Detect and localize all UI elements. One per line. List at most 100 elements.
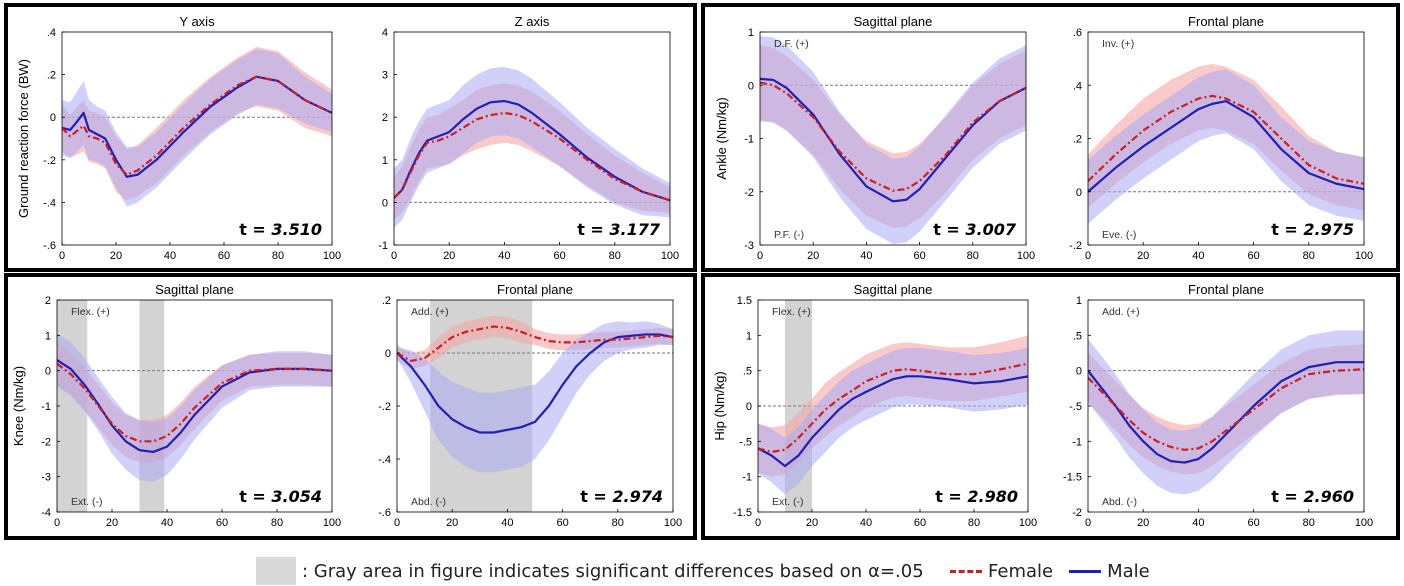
direction-annotation: Ext. (-): [71, 496, 103, 508]
male-mean-line: [397, 333, 673, 434]
panel-7: 0 20 40 60 80 100 -1.5 -1 -.5 0 .5 1 1.5 Sagittal pla…: [712, 282, 1037, 529]
t-statistic: t = 2.980: [935, 487, 1018, 506]
direction-annotation: Flex. (+): [71, 306, 110, 318]
plot-area: [57, 300, 332, 512]
x-tick-label: 40: [501, 517, 513, 529]
y-tick-label: -1: [41, 401, 51, 413]
group-frame-knee: [4, 273, 697, 540]
y-tick-label: -1: [1072, 436, 1082, 448]
t-value: 2.975: [1303, 220, 1354, 239]
male-mean-line: [1088, 361, 1364, 464]
y-tick-label: -1: [742, 472, 752, 484]
t-value: 3.177: [609, 220, 660, 239]
direction-annotation: Add. (+): [1102, 306, 1140, 318]
y-tick-label: 0: [382, 197, 388, 209]
t-label: t =: [580, 487, 612, 506]
male-sd-band: [1088, 330, 1364, 495]
y-tick-label: .6: [1073, 27, 1082, 39]
significance-swatch: [256, 557, 296, 585]
x-tick-label: 20: [443, 250, 455, 262]
t-statistic: t = 2.974: [580, 487, 663, 506]
x-tick-label: 80: [968, 517, 980, 529]
t-label: t =: [239, 487, 271, 506]
x-tick-label: 0: [394, 517, 400, 529]
male-sd-band: [760, 36, 1026, 244]
y-tick-label: .2: [1073, 134, 1082, 146]
y-tick-label: 0: [1076, 366, 1082, 378]
direction-annotation: Flex. (+): [772, 306, 811, 318]
x-tick-label: 20: [106, 517, 118, 529]
y-tick-label: -2: [744, 187, 754, 199]
y-tick-label: -.6: [378, 507, 391, 519]
y-tick-label: .4: [47, 27, 56, 39]
t-label: t =: [1271, 220, 1303, 239]
plot-area: [1088, 330, 1364, 495]
y-tick-label: -2: [1072, 507, 1082, 519]
t-label: t =: [933, 220, 965, 239]
group-frame-hip: [701, 273, 1400, 540]
y-axis-label: Knee (Nm/kg): [11, 366, 26, 446]
panel-title: Sagittal plane: [155, 282, 234, 297]
panel-1: 0 20 40 60 80 100 -.6 -.4 -.2 0 .2 .4 Y axis Ground r…: [16, 14, 341, 262]
x-tick-label: 40: [164, 250, 176, 262]
female-legend-line: [950, 569, 982, 573]
direction-annotation: Ext. (-): [772, 496, 804, 508]
y-tick-label: -1: [744, 134, 754, 146]
male-mean-line: [758, 375, 1028, 468]
x-tick-label: 40: [860, 250, 872, 262]
t-statistic: t = 3.054: [239, 487, 322, 506]
y-tick-label: 1: [746, 330, 752, 342]
female-mean-line: [1088, 368, 1364, 451]
y-tick-label: 0: [50, 112, 56, 124]
direction-annotation: Inv. (+): [1102, 38, 1134, 50]
y-axis-label: Ground reaction force (BW): [16, 59, 31, 218]
x-tick-label: 60: [553, 250, 565, 262]
plot-area: [397, 300, 673, 512]
y-tick-label: -.6: [43, 240, 56, 252]
panel-title: Z axis: [515, 14, 550, 29]
panel-title: Frontal plane: [1188, 282, 1264, 297]
plot-area: [760, 36, 1026, 244]
female-mean-line: [57, 362, 332, 443]
x-tick-label: 100: [1017, 250, 1035, 262]
panel-title: Y axis: [179, 14, 215, 29]
x-tick-label: 100: [1355, 250, 1373, 262]
x-tick-label: 60: [218, 250, 230, 262]
plot-area: [758, 300, 1028, 512]
x-tick-label: 40: [860, 517, 872, 529]
plot-area: [62, 46, 332, 207]
x-tick-label: 60: [913, 250, 925, 262]
y-tick-label: 2: [382, 112, 388, 124]
t-value: 3.054: [271, 487, 322, 506]
y-tick-label: .2: [382, 295, 391, 307]
x-tick-label: 60: [1247, 517, 1259, 529]
panel-8: 0 20 40 60 80 100 -2 -1.5 -1 -.5 0 .5 1 Frontal plane…: [1063, 282, 1373, 529]
t-value: 3.510: [271, 220, 322, 239]
axes-box: [393, 31, 671, 246]
x-tick-label: 0: [1085, 517, 1091, 529]
x-tick-label: 0: [391, 250, 397, 262]
t-statistic: t = 3.510: [239, 220, 322, 239]
x-tick-label: 20: [446, 517, 458, 529]
male-sd-band: [62, 49, 332, 207]
x-tick-label: 20: [806, 517, 818, 529]
x-tick-label: 80: [609, 250, 621, 262]
panel-5: 0 20 40 60 80 100 -4 -3 -2 -1 0 1 2 Sagittal plane Kne…: [11, 282, 341, 529]
x-tick-label: 0: [59, 250, 65, 262]
male-sd-band: [397, 321, 673, 473]
y-tick-label: -2: [41, 436, 51, 448]
male-mean-line: [57, 359, 332, 454]
y-tick-label: -4: [41, 507, 51, 519]
t-label: t =: [577, 220, 609, 239]
plot-area: [394, 66, 670, 228]
t-statistic: t = 3.007: [933, 220, 1017, 239]
x-tick-label: 0: [1085, 250, 1091, 262]
t-value: 2.960: [1303, 487, 1354, 506]
x-tick-label: 100: [323, 250, 341, 262]
x-tick-label: 0: [54, 517, 60, 529]
y-tick-label: -3: [744, 240, 754, 252]
y-tick-label: 1: [748, 27, 754, 39]
x-tick-label: 40: [1192, 250, 1204, 262]
